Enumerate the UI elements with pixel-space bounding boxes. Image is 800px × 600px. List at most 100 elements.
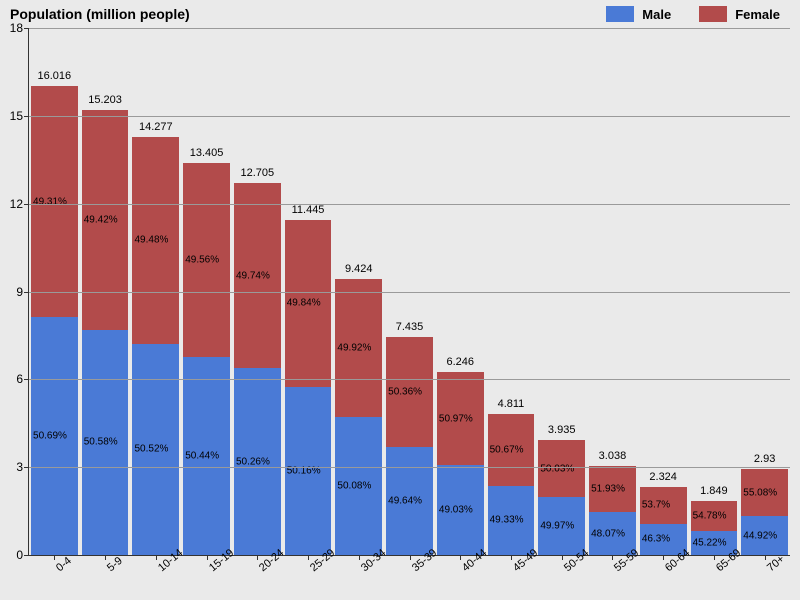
- gridline: [29, 116, 790, 117]
- bar-group: 48.07%51.93%3.038: [589, 466, 636, 555]
- bar-segment-female: 51.93%: [589, 466, 636, 512]
- pct-label: 49.97%: [540, 521, 574, 532]
- legend-swatch-male: [606, 6, 634, 22]
- bar-segment-male: 50.58%: [82, 330, 129, 555]
- pct-label: 49.31%: [33, 196, 67, 207]
- x-tick: [359, 555, 360, 560]
- pct-label: 50.03%: [540, 463, 574, 474]
- bar-total-label: 16.016: [38, 70, 72, 82]
- bar-group: 50.44%49.56%13.405: [183, 163, 230, 555]
- y-tick-label: 18: [5, 21, 29, 35]
- pct-label: 53.7%: [642, 500, 670, 511]
- bar-total-label: 3.038: [599, 450, 627, 462]
- bar-total-label: 2.324: [649, 471, 677, 483]
- legend-label-male: Male: [642, 7, 671, 22]
- x-tick: [612, 555, 613, 560]
- pct-label: 50.67%: [490, 444, 524, 455]
- pct-label: 49.03%: [439, 505, 473, 516]
- pct-label: 49.56%: [185, 254, 219, 265]
- pct-label: 49.92%: [337, 342, 371, 353]
- bar-group: 44.92%55.08%2.93: [741, 469, 788, 555]
- bar-segment-female: 49.48%: [132, 137, 179, 344]
- bar-segment-male: 50.26%: [234, 368, 281, 555]
- bar-group: 50.08%49.92%9.424: [335, 279, 382, 555]
- legend-swatch-female: [699, 6, 727, 22]
- x-tick: [257, 555, 258, 560]
- bar-segment-female: 49.31%: [31, 86, 78, 317]
- x-tick: [511, 555, 512, 560]
- pct-label: 44.92%: [743, 530, 777, 541]
- bar-segment-female: 50.97%: [437, 372, 484, 465]
- bar-segment-male: 44.92%: [741, 516, 788, 555]
- bar-group: 49.97%50.03%3.935: [538, 440, 585, 555]
- bar-segment-female: 50.36%: [386, 337, 433, 447]
- x-tick: [562, 555, 563, 560]
- x-tick: [105, 555, 106, 560]
- bar-total-label: 1.849: [700, 485, 728, 497]
- pct-label: 54.78%: [693, 510, 727, 521]
- bar-segment-male: 49.03%: [437, 465, 484, 555]
- x-tick: [54, 555, 55, 560]
- x-tick: [663, 555, 664, 560]
- pct-label: 49.48%: [134, 235, 168, 246]
- pct-label: 50.26%: [236, 456, 270, 467]
- pct-label: 49.84%: [287, 298, 321, 309]
- pct-label: 48.07%: [591, 528, 625, 539]
- bar-total-label: 3.935: [548, 424, 576, 436]
- pct-label: 49.42%: [84, 214, 118, 225]
- x-tick: [207, 555, 208, 560]
- x-tick: [410, 555, 411, 560]
- legend-label-female: Female: [735, 7, 780, 22]
- bar-total-label: 6.246: [446, 356, 474, 368]
- x-tick: [765, 555, 766, 560]
- legend: Male Female: [606, 6, 780, 22]
- bar-segment-male: 49.97%: [538, 497, 585, 555]
- bar-segment-female: 50.03%: [538, 440, 585, 498]
- y-tick-label: 9: [5, 285, 29, 299]
- pct-label: 50.69%: [33, 431, 67, 442]
- pct-label: 46.3%: [642, 534, 670, 545]
- pct-label: 50.52%: [134, 444, 168, 455]
- bar-segment-male: 49.64%: [386, 447, 433, 555]
- pct-label: 49.33%: [490, 515, 524, 526]
- chart-title: Population (million people): [10, 6, 190, 22]
- pct-label: 45.22%: [693, 537, 727, 548]
- x-tick: [460, 555, 461, 560]
- bar-total-label: 13.405: [190, 147, 224, 159]
- bar-segment-female: 49.74%: [234, 183, 281, 368]
- pct-label: 50.08%: [337, 480, 371, 491]
- y-tick-label: 15: [5, 109, 29, 123]
- pct-label: 51.93%: [591, 484, 625, 495]
- y-tick-label: 6: [5, 372, 29, 386]
- bar-segment-male: 50.52%: [132, 344, 179, 555]
- bar-group: 50.69%49.31%16.016: [31, 86, 78, 555]
- bar-total-label: 4.811: [498, 398, 525, 410]
- legend-item-male: Male: [606, 6, 671, 22]
- bar-segment-female: 49.84%: [285, 220, 332, 387]
- gridline: [29, 204, 790, 205]
- pct-label: 50.36%: [388, 387, 422, 398]
- bar-total-label: 7.435: [396, 321, 424, 333]
- bar-segment-female: 49.92%: [335, 279, 382, 417]
- legend-item-female: Female: [699, 6, 780, 22]
- population-chart: Population (million people) Male Female …: [0, 0, 800, 600]
- y-tick-label: 12: [5, 197, 29, 211]
- bar-segment-male: 48.07%: [589, 512, 636, 555]
- y-tick-label: 3: [5, 460, 29, 474]
- bar-group: 46.3%53.7%2.324: [640, 487, 687, 555]
- bar-total-label: 11.445: [292, 204, 325, 216]
- bar-group: 50.58%49.42%15.203: [82, 110, 129, 555]
- bar-segment-female: 49.56%: [183, 163, 230, 357]
- bar-total-label: 12.705: [240, 167, 274, 179]
- bar-segment-male: 50.69%: [31, 317, 78, 555]
- bar-segment-female: 54.78%: [691, 501, 738, 531]
- bar-group: 49.64%50.36%7.435: [386, 337, 433, 555]
- pct-label: 50.58%: [84, 437, 118, 448]
- bar-total-label: 2.93: [754, 453, 775, 465]
- pct-label: 49.64%: [388, 495, 422, 506]
- bar-segment-male: 50.08%: [335, 417, 382, 555]
- x-tick: [308, 555, 309, 560]
- pct-label: 49.74%: [236, 270, 270, 281]
- gridline: [29, 467, 790, 468]
- bar-total-label: 14.277: [139, 121, 173, 133]
